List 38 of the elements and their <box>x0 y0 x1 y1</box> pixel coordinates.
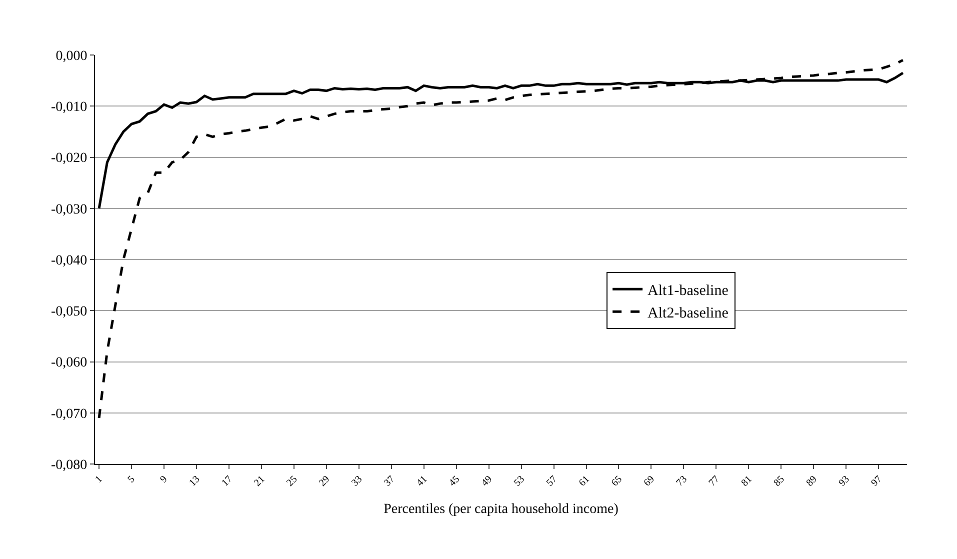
x-tick-label: 29 <box>317 474 332 489</box>
x-tick-label: 85 <box>772 474 787 489</box>
x-tick-label: 41 <box>414 474 430 489</box>
x-tick-label: 17 <box>220 474 235 489</box>
x-tick-label: 77 <box>706 474 722 489</box>
x-tick-label: 81 <box>739 474 754 489</box>
y-tick-label: -0,070 <box>51 406 88 422</box>
y-tick-label: -0,040 <box>51 253 88 268</box>
x-tick-label: 9 <box>158 474 170 486</box>
x-tick-label: 61 <box>577 474 592 489</box>
x-tick-label: 65 <box>610 474 624 489</box>
x-tick-label: 97 <box>869 474 884 489</box>
y-tick-label: -0,050 <box>51 304 88 320</box>
x-tick-label: 25 <box>284 474 300 489</box>
y-tick-label: -0,080 <box>51 458 88 473</box>
x-tick-label: 93 <box>836 474 852 489</box>
legend-label: Alt2-baseline <box>648 306 729 322</box>
y-tick-label: -0,060 <box>51 356 88 371</box>
x-tick-label: 5 <box>126 474 138 486</box>
x-tick-label: 13 <box>187 474 202 489</box>
x-tick-label: 57 <box>544 474 560 489</box>
x-tick-label: 73 <box>674 474 690 489</box>
y-tick-label: -0,020 <box>51 151 88 166</box>
x-tick-label: 89 <box>804 474 820 489</box>
x-tick-label: 69 <box>642 474 657 489</box>
x-tick-label: 1 <box>93 474 105 486</box>
y-tick-label: -0,010 <box>51 100 88 116</box>
x-tick-label: 45 <box>447 474 462 489</box>
x-tick-label: 49 <box>480 474 494 489</box>
line-series <box>98 58 904 420</box>
x-tick-label: 53 <box>512 474 527 489</box>
x-tick-label: 37 <box>382 474 398 489</box>
legend-label: Alt1-baseline <box>648 283 729 299</box>
x-tick-label: 33 <box>350 474 365 489</box>
x-axis-title: Percentiles (per capita household income) <box>384 502 619 518</box>
y-tick-label: -0,030 <box>51 202 88 218</box>
x-tick-label: 21 <box>252 474 268 489</box>
y-tick-label: 0,000 <box>56 48 88 64</box>
